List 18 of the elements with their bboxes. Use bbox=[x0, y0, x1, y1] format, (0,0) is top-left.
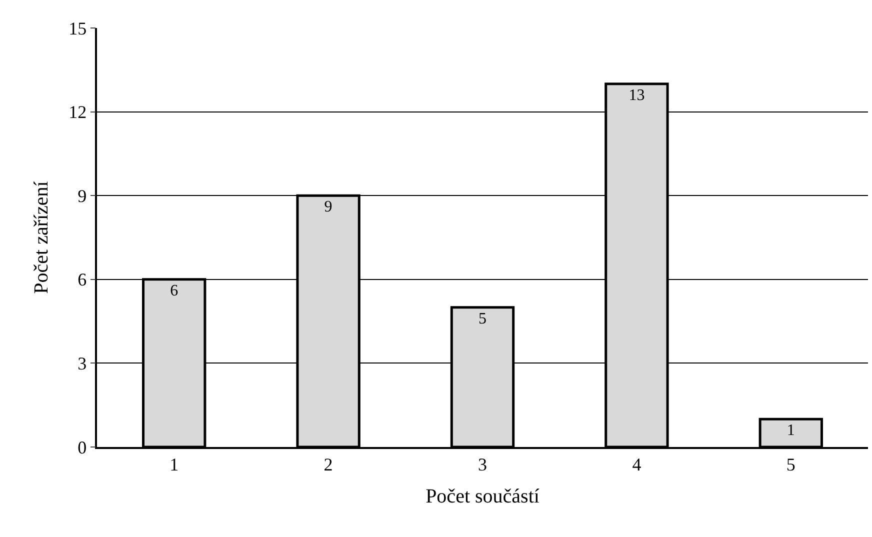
y-tick-label: 3 bbox=[78, 354, 87, 374]
x-tick-label: 3 bbox=[478, 454, 487, 474]
y-tick-label: 15 bbox=[68, 18, 87, 38]
y-tick-label: 12 bbox=[68, 102, 87, 122]
y-tick-label: 9 bbox=[78, 186, 87, 206]
x-tick-label: 2 bbox=[324, 454, 333, 474]
x-axis-title: Počet součástí bbox=[426, 485, 540, 508]
x-tick-label: 4 bbox=[632, 454, 642, 474]
x-tick-label: 5 bbox=[786, 454, 796, 474]
x-tick-label: 1 bbox=[170, 454, 179, 474]
data-label: 13 bbox=[628, 86, 645, 104]
y-tick-label: 6 bbox=[78, 270, 87, 290]
data-label: 1 bbox=[786, 422, 795, 440]
data-label: 9 bbox=[324, 198, 332, 216]
data-label: 6 bbox=[170, 282, 178, 300]
y-tick-label: 0 bbox=[78, 437, 87, 458]
y-axis-title: Počet zařízení bbox=[30, 180, 53, 294]
data-label: 5 bbox=[478, 310, 486, 328]
